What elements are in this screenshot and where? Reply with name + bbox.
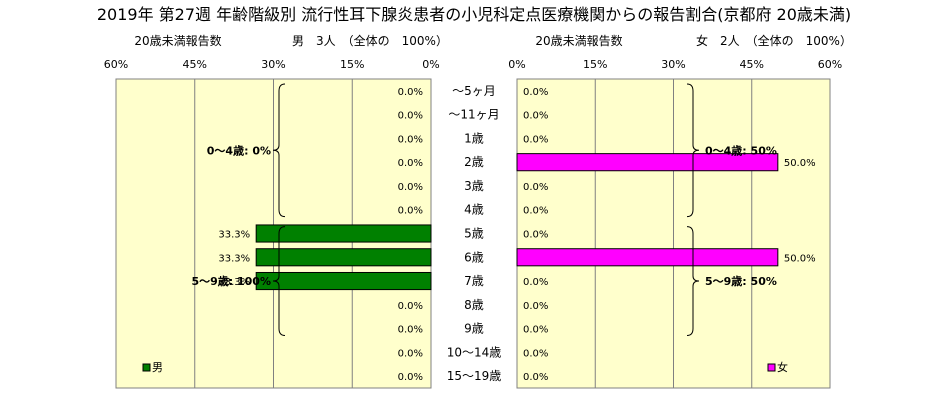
male-value-label: 0.0% [398,348,423,359]
age-category-label: 1歳 [464,131,484,145]
male-value-label: 33.3% [218,230,250,241]
female-value-label: 50.0% [784,158,816,169]
female-x-tick-label: 45% [740,58,764,71]
female-value-label: 0.0% [523,372,548,383]
female-legend-label: 女 [777,360,788,374]
female-group-label: 5～9歳: 50% [705,274,777,288]
age-category-label: ～11ヶ月 [448,108,499,122]
male-group-brace [272,226,286,336]
male-legend-label: 男 [152,361,163,374]
male-value-label: 0.0% [398,206,423,217]
male-group-label: 0～4歳: 0% [207,143,271,157]
female-value-label: 0.0% [523,111,548,122]
female-value-label: 0.0% [523,301,548,312]
age-category-label: 4歳 [464,203,484,217]
male-bar [255,271,432,291]
male-x-tick-label: 60% [104,58,128,71]
age-category-label: 8歳 [464,298,484,312]
male-group-brace [272,83,286,218]
male-subtitle-left: 20歳未満報告数 [134,33,221,48]
age-category-label: 15～19歳 [447,369,502,383]
male-value-label: 0.0% [398,325,423,336]
female-value-label: 0.0% [523,182,548,193]
female-subtitle-left: 20歳未満報告数 [535,33,622,48]
male-value-label: 0.0% [398,301,423,312]
male-value-label: 33.3% [218,277,250,288]
female-x-tick-label: 0% [508,58,525,71]
female-value-label: 0.0% [523,230,548,241]
male-value-label: 0.0% [398,87,423,98]
female-group-brace [686,83,700,218]
male-x-tick-label: 30% [261,58,285,71]
male-value-label: 33.3% [218,253,250,264]
male-x-tick-label: 0% [422,58,439,71]
female-value-label: 0.0% [523,206,548,217]
female-value-label: 0.0% [523,325,548,336]
female-x-tick-label: 15% [583,58,607,71]
age-category-label: 2歳 [464,155,484,169]
age-category-label: 5歳 [464,227,484,241]
male-x-tick-label: 45% [183,58,207,71]
male-value-label: 0.0% [398,182,423,193]
female-group-label: 0～4歳: 50% [705,143,777,157]
age-category-label: 10～14歳 [447,345,502,359]
male-value-label: 0.0% [398,158,423,169]
male-bar [255,248,432,267]
male-x-tick-label: 15% [340,58,364,71]
age-category-label: ～5ヶ月 [452,84,496,98]
male-value-label: 0.0% [398,111,423,122]
female-bar [516,153,779,172]
female-value-label: 50.0% [784,253,816,264]
age-category-label: 6歳 [464,250,484,264]
age-category-label: 7歳 [464,274,484,288]
female-x-tick-label: 30% [661,58,685,71]
male-bar [255,224,432,243]
age-category-label: 9歳 [464,322,484,336]
female-bar [516,248,779,267]
female-value-label: 0.0% [523,348,548,359]
female-subtitle-right: 女 2人 （全体の 100%） [696,33,852,48]
male-legend-swatch [142,363,151,372]
male-subtitle-right: 男 3人 （全体の 100%） [292,33,448,48]
male-value-label: 0.0% [398,134,423,145]
female-group-brace [686,226,700,336]
female-value-label: 0.0% [523,87,548,98]
female-x-tick-label: 60% [818,58,842,71]
male-group-label: 5～9歳: 100% [191,274,271,288]
female-legend-swatch [767,363,776,372]
chart-title: 2019年 第27週 年齢階級別 流行性耳下腺炎患者の小児科定点医療機関からの報… [97,5,851,24]
female-value-label: 0.0% [523,134,548,145]
female-value-label: 0.0% [523,277,548,288]
age-category-label: 3歳 [464,179,484,193]
male-value-label: 0.0% [398,372,423,383]
